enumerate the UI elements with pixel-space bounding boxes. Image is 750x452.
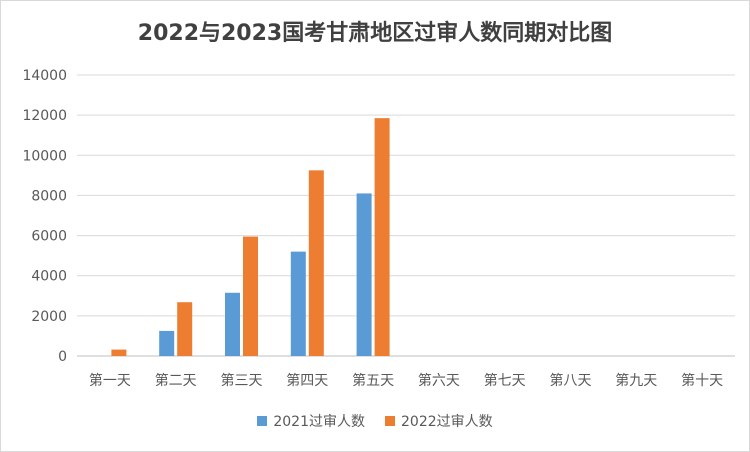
x-tick-label: 第八天 [550, 372, 592, 389]
x-tick-label: 第二天 [155, 372, 197, 389]
bar-series-1 [225, 292, 240, 356]
y-tick-label: 12000 [22, 108, 67, 124]
x-tick-label: 第三天 [221, 372, 263, 389]
y-tick-label: 2000 [31, 309, 67, 325]
bar-series-2 [374, 118, 390, 357]
bar-series-2 [308, 170, 324, 356]
chart-title: 2022与2023国考甘肃地区过审人数同期对比图 [137, 21, 613, 46]
bar-series-2 [177, 302, 193, 356]
y-tick-label: 4000 [31, 269, 67, 285]
chart-legend: 2021过审人数 2022过审人数 [1, 411, 749, 431]
x-tick-label: 第一天 [89, 372, 131, 389]
bar-series-1 [159, 330, 175, 356]
y-tick-label: 10000 [22, 148, 67, 164]
bar-series-1 [290, 251, 306, 356]
bar-series-2 [111, 349, 127, 356]
y-tick-label: 14000 [22, 68, 67, 84]
y-tick-label: 6000 [31, 229, 67, 245]
legend-item-series-2: 2022过审人数 [385, 411, 493, 431]
legend-label-series-2: 2022过审人数 [401, 414, 493, 430]
x-tick-label: 第四天 [286, 372, 328, 389]
legend-item-series-1: 2021过审人数 [257, 411, 365, 431]
y-tick-label: 8000 [31, 188, 67, 204]
x-tick-label: 第九天 [615, 372, 657, 389]
bar-series-1 [356, 193, 372, 356]
legend-swatch-series-1 [257, 416, 268, 426]
legend-label-series-1: 2021过审人数 [273, 414, 365, 430]
bar-series-2 [243, 236, 258, 356]
x-tick-label: 第十天 [681, 372, 723, 389]
y-tick-label: 0 [58, 349, 67, 365]
x-tick-label: 第七天 [484, 372, 526, 389]
legend-swatch-series-2 [385, 416, 395, 426]
x-tick-label: 第六天 [418, 372, 460, 389]
x-tick-label: 第五天 [352, 372, 394, 389]
